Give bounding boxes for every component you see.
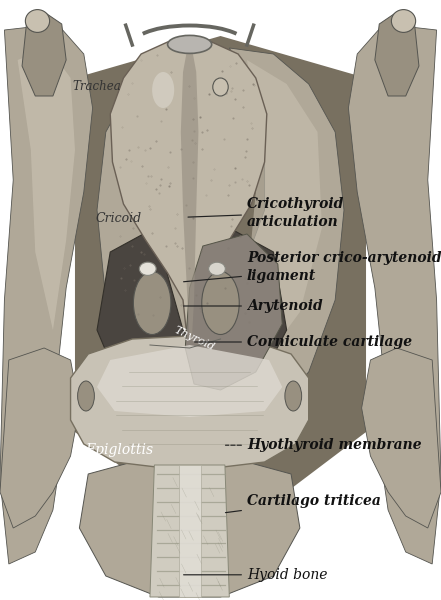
- Text: Hyoid bone: Hyoid bone: [183, 568, 328, 582]
- Text: Hyothyroid membrane: Hyothyroid membrane: [225, 438, 422, 452]
- Polygon shape: [0, 24, 93, 564]
- Ellipse shape: [133, 271, 171, 335]
- Text: Cartilago triticea: Cartilago triticea: [225, 494, 381, 512]
- Ellipse shape: [26, 10, 49, 32]
- Polygon shape: [79, 462, 300, 597]
- Polygon shape: [97, 345, 282, 417]
- Polygon shape: [247, 60, 322, 360]
- Polygon shape: [185, 234, 282, 390]
- Text: Arytenoid: Arytenoid: [183, 299, 323, 313]
- Ellipse shape: [202, 271, 239, 335]
- Ellipse shape: [213, 78, 228, 96]
- Ellipse shape: [78, 381, 94, 411]
- Polygon shape: [220, 48, 344, 420]
- Ellipse shape: [152, 72, 174, 108]
- Text: Trachea: Trachea: [73, 80, 121, 94]
- Polygon shape: [362, 348, 441, 528]
- Text: Cricothyroid
articulation: Cricothyroid articulation: [188, 197, 344, 229]
- Polygon shape: [71, 336, 309, 471]
- Ellipse shape: [209, 262, 225, 275]
- Text: Corniculate cartilage: Corniculate cartilage: [194, 335, 412, 349]
- Polygon shape: [97, 228, 287, 408]
- Polygon shape: [179, 465, 201, 597]
- Ellipse shape: [392, 10, 416, 32]
- Polygon shape: [181, 48, 198, 339]
- Polygon shape: [22, 12, 66, 96]
- Polygon shape: [18, 48, 75, 330]
- Polygon shape: [97, 48, 220, 420]
- Text: Cricoid: Cricoid: [96, 212, 142, 226]
- Polygon shape: [375, 12, 419, 96]
- Text: Posterior crico-arytenoid
ligament: Posterior crico-arytenoid ligament: [183, 251, 441, 283]
- Text: Thyroid: Thyroid: [172, 325, 216, 353]
- Polygon shape: [150, 465, 229, 597]
- Polygon shape: [0, 348, 79, 528]
- Polygon shape: [75, 36, 366, 510]
- Polygon shape: [110, 39, 267, 339]
- Ellipse shape: [168, 35, 212, 53]
- Polygon shape: [348, 24, 441, 564]
- Text: Epiglottis: Epiglottis: [85, 443, 153, 457]
- Ellipse shape: [139, 262, 156, 275]
- Ellipse shape: [285, 381, 302, 411]
